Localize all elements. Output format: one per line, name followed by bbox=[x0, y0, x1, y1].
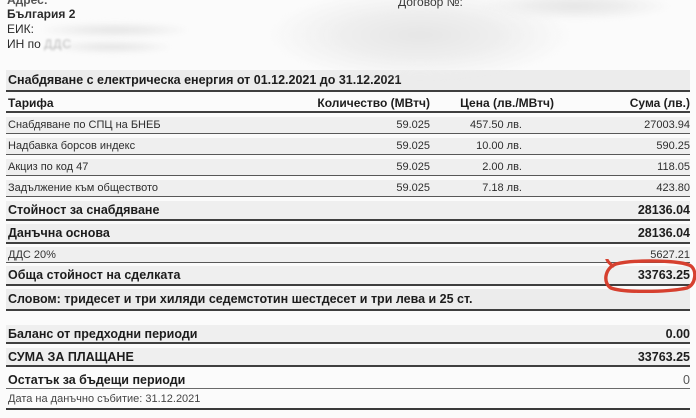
tariff-name: Снабдяване по СПЦ на БНЕБ bbox=[8, 119, 161, 131]
total-amount: 28136.04 bbox=[637, 226, 690, 240]
total-label: Стойност за снабдяване bbox=[8, 203, 160, 217]
summary-label: Остатък за бъдещи периоди bbox=[8, 372, 186, 387]
table-row: Снабдяване по СПЦ на БНЕБ 59.025 457.50 … bbox=[6, 117, 690, 134]
total-amount: 28136.04 bbox=[637, 203, 690, 217]
tariff-price: 457.50 лв. bbox=[469, 119, 522, 131]
tax-event-date: Дата на данъчно събитие: 31.12.2021 bbox=[8, 393, 201, 405]
table-row: Надбавка борсов индекс 59.025 10.00 лв. … bbox=[6, 138, 690, 155]
tariff-amount: 27003.94 bbox=[644, 119, 690, 131]
tariff-amount: 590.25 bbox=[656, 140, 690, 152]
tariff-name: Задължение към обществото bbox=[8, 182, 159, 194]
redaction-smudge bbox=[480, 0, 670, 20]
tariff-amount: 423.80 bbox=[656, 182, 690, 194]
amount-in-words: Словом: тридесет и три хиляди седемстоти… bbox=[6, 289, 690, 311]
tariff-quantity: 59.025 bbox=[396, 182, 430, 194]
bottom-rule bbox=[6, 408, 690, 410]
address-line-clipped: Адрес: bbox=[7, 0, 689, 7]
summary-amount: 0 bbox=[683, 372, 690, 387]
total-label: Обща стойност на сделката bbox=[8, 268, 181, 282]
table-row: Задължение към обществото 59.025 7.18 лв… bbox=[6, 180, 690, 197]
tariff-price: 2.00 лв. bbox=[482, 161, 522, 173]
country-line: България 2 bbox=[7, 7, 76, 21]
summary-row-previous-balance: Баланс от предходни периоди 0.00 bbox=[6, 325, 690, 344]
tariff-price: 10.00 лв. bbox=[476, 140, 522, 152]
summary-label: Баланс от предходни периоди bbox=[8, 326, 198, 341]
summary-amount: 33763.25 bbox=[637, 349, 690, 364]
billing-section: Снабдяване с електрическа енергия от 01.… bbox=[0, 70, 696, 311]
grand-total-amount: 33763.25 bbox=[522, 259, 696, 293]
summary-section: Баланс от предходни периоди 0.00 СУМА ЗА… bbox=[0, 325, 696, 410]
eik-line: ЕИК: bbox=[7, 22, 34, 36]
table-header-row: Тарифа Количество (МВтч) Цена (лв./МВтч)… bbox=[6, 95, 690, 113]
total-row-vat: ДДС 20% 5627.21 bbox=[6, 247, 690, 263]
address-label: Адрес: bbox=[7, 0, 48, 7]
tariff-quantity: 59.025 bbox=[396, 119, 430, 131]
col-header-tariff: Тарифа bbox=[8, 96, 54, 110]
vat-label: ИН по bbox=[7, 37, 45, 51]
summary-amount: 0.00 bbox=[665, 326, 690, 341]
total-row-grand-total: Обща стойност на сделката 33763.25 bbox=[6, 259, 696, 293]
redaction-smudge bbox=[52, 40, 172, 54]
tariff-name: Надбавка борсов индекс bbox=[8, 140, 136, 152]
tariff-quantity: 59.025 bbox=[396, 161, 430, 173]
total-row-tax-base: Данъчна основа 28136.04 bbox=[6, 224, 690, 244]
vat-redacted-text: ДДС bbox=[44, 37, 73, 51]
col-header-quantity: Количество (МВтч) bbox=[317, 96, 430, 110]
grand-total-value: 33763.25 bbox=[637, 268, 690, 282]
tariff-name: Акциз по код 47 bbox=[8, 161, 89, 173]
total-amount: 5627.21 bbox=[650, 248, 690, 261]
total-label: ДДС 20% bbox=[8, 248, 56, 261]
summary-row-future-balance: Остатък за бъдещи периоди 0 bbox=[6, 371, 690, 389]
summary-row-amount-due: СУМА ЗА ПЛАЩАНЕ 33763.25 bbox=[6, 348, 690, 367]
contract-number-label: Договор №: bbox=[398, 0, 463, 9]
section-title: Снабдяване с електрическа енергия от 01.… bbox=[6, 70, 690, 92]
col-header-price: Цена (лв./МВтч) bbox=[460, 96, 554, 110]
redaction-smudge bbox=[40, 22, 190, 38]
vat-line: ИН по ДДС bbox=[7, 37, 689, 52]
tariff-price: 7.18 лв. bbox=[482, 182, 522, 194]
total-row-supply-value: Стойност за снабдяване 28136.04 bbox=[6, 201, 690, 221]
tariff-amount: 118.05 bbox=[657, 161, 690, 173]
total-label: Данъчна основа bbox=[8, 226, 110, 240]
document-header: Адрес: България 2 ЕИК: ИН по ДДС Договор… bbox=[0, 0, 696, 80]
tariff-quantity: 59.025 bbox=[396, 140, 430, 152]
table-row: Акциз по код 47 59.025 2.00 лв. 118.05 bbox=[6, 159, 690, 176]
summary-label: СУМА ЗА ПЛАЩАНЕ bbox=[8, 349, 134, 364]
col-header-amount: Сума (лв.) bbox=[629, 96, 690, 110]
